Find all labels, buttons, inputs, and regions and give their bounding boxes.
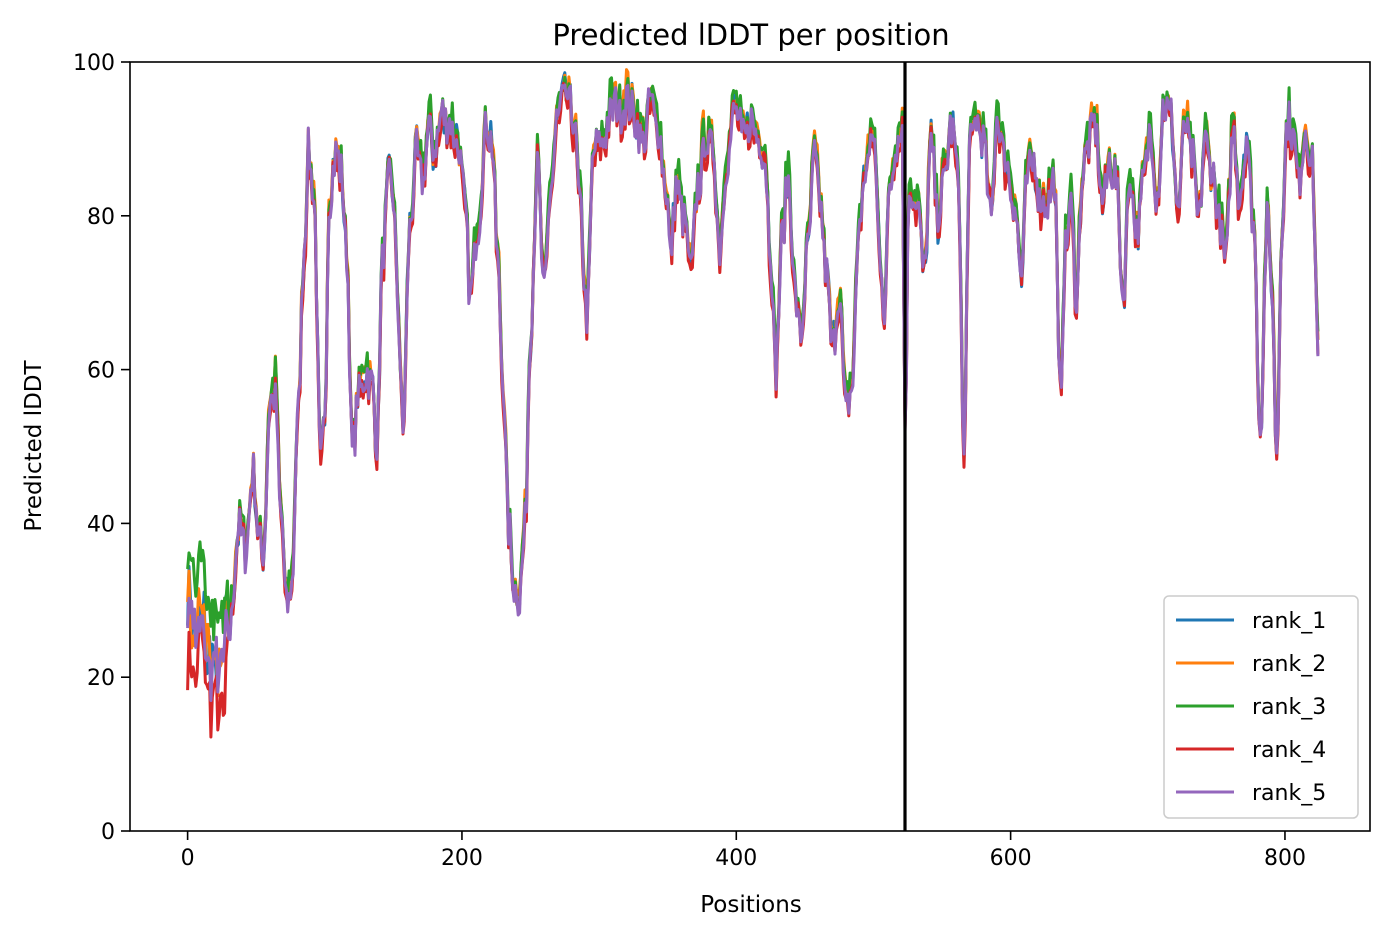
x-axis: 0 200 400 600 800 [181,831,1306,871]
series-line-rank_5 [186,83,1320,702]
x-tick-label: 200 [441,846,483,871]
legend-box [1163,595,1359,819]
legend-label: rank_1 [1252,609,1326,634]
y-axis: 0 20 40 60 80 100 [73,51,130,845]
y-tick-label: 40 [87,512,115,537]
x-tick-label: 400 [715,846,757,871]
legend-label: rank_2 [1252,652,1326,677]
legend-label: rank_4 [1252,738,1326,763]
y-tick-label: 80 [87,205,115,230]
plot-area-frame [129,61,1371,832]
y-axis-label: Predicted lDDT [21,359,47,531]
y-tick-label: 60 [87,359,115,384]
chart-title: Predicted lDDT per position [552,18,949,52]
series-layer [186,68,1320,739]
x-tick-label: 600 [990,846,1032,871]
y-tick-label: 20 [87,666,115,691]
legend-label: rank_5 [1252,781,1326,806]
y-tick-label: 100 [73,51,115,76]
x-tick-label: 0 [181,846,195,871]
x-tick-label: 800 [1264,846,1306,871]
legend: rank_1 rank_2 rank_3 rank_4 rank_5 [1163,595,1359,819]
legend-label: rank_3 [1252,695,1326,720]
y-tick-label: 0 [101,820,115,845]
x-axis-label: Positions [700,892,802,918]
